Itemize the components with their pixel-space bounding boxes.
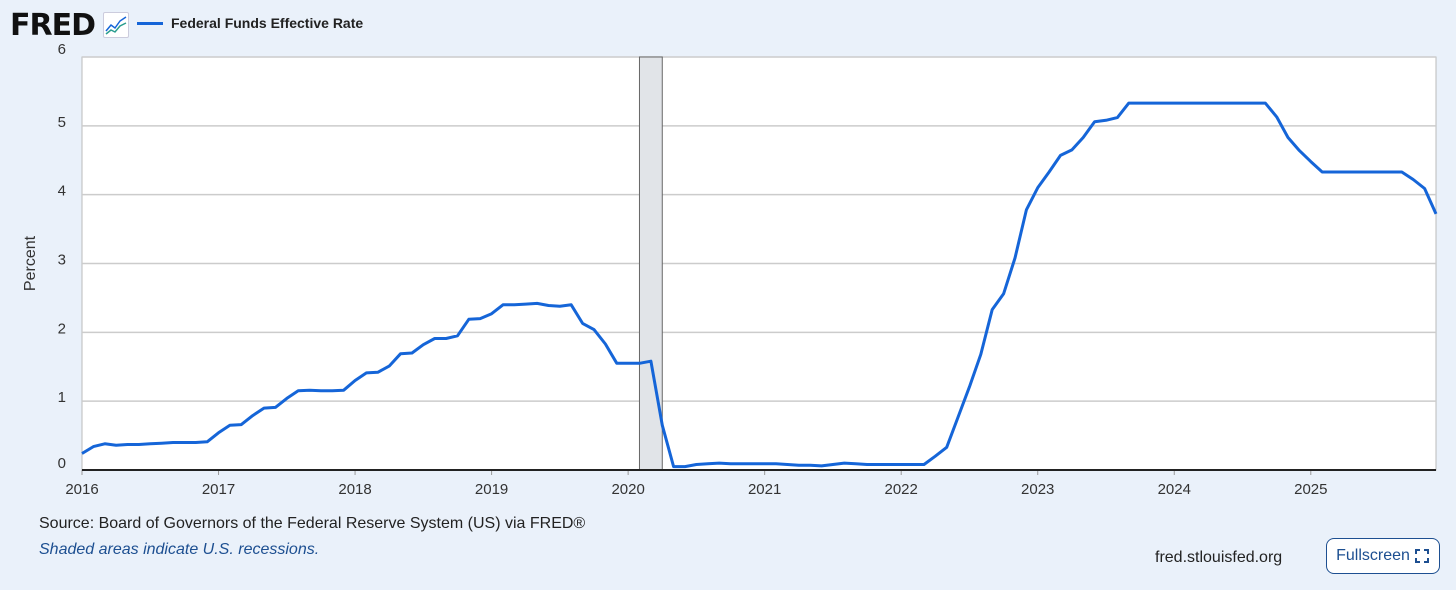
line-chart: 0 1 2 3 4 5 6 2016 2017 2018 2019 2020 2021 2022 2023 2… (22, 41, 1438, 498)
x-tick-label: 2018 (338, 481, 371, 498)
series-line (81, 101, 1438, 469)
y-tick-label: 1 (58, 389, 66, 406)
source-text: Source: Board of Governors of the Federa… (39, 515, 586, 532)
recession-note: Shaded areas indicate U.S. recessions. (39, 541, 320, 558)
y-tick-label: 3 (58, 252, 66, 269)
y-axis-label: Percent (22, 235, 39, 291)
y-tick-label: 5 (58, 114, 66, 131)
y-tick-label: 2 (58, 320, 66, 337)
x-tick-label: 2020 (611, 481, 644, 498)
fullscreen-label: Fullscreen (1336, 547, 1410, 564)
x-tick-label: 2022 (885, 481, 918, 498)
y-tick-label: 6 (58, 41, 66, 58)
fullscreen-button[interactable]: Fullscreen (1326, 538, 1440, 574)
legend-label: Federal Funds Effective Rate (171, 15, 364, 31)
expand-icon (1414, 549, 1429, 563)
site-link[interactable]: fred.stlouisfed.org (1155, 549, 1283, 566)
fred-logo[interactable]: FRED (10, 8, 96, 43)
y-tick-label: 4 (58, 183, 66, 200)
legend: Federal Funds Effective Rate (137, 15, 363, 31)
x-tick-label: 2024 (1158, 481, 1191, 498)
x-tick-label: 2021 (748, 481, 781, 498)
x-tick-label: 2023 (1021, 481, 1054, 498)
chart-line-icon (103, 12, 129, 38)
x-tick-label: 2016 (65, 481, 98, 498)
legend-swatch (137, 21, 163, 25)
x-tick-label: 2025 (1294, 481, 1327, 498)
x-tick-label: 2019 (475, 481, 508, 498)
x-tick-label: 2017 (202, 481, 235, 498)
y-tick-label: 0 (58, 455, 66, 472)
